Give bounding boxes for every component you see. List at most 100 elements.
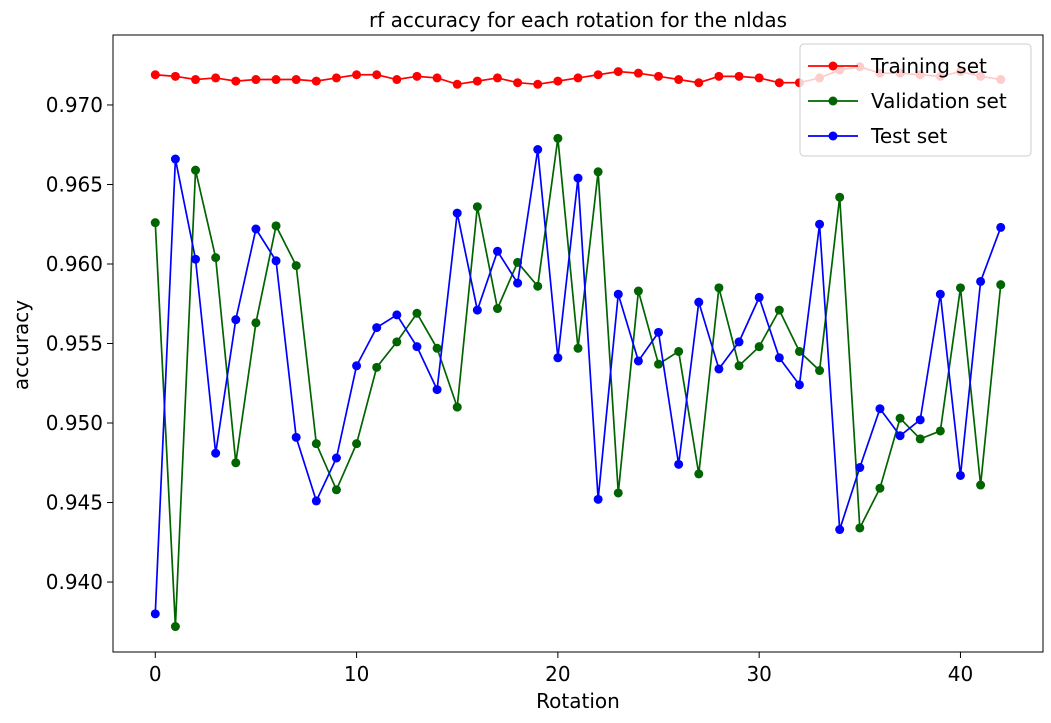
data-point-test-set	[734, 337, 744, 347]
y-tick-label: 0.945	[46, 491, 103, 515]
x-tick-label: 10	[344, 662, 369, 686]
data-point-test-set	[754, 292, 764, 302]
data-point-test-set	[855, 463, 865, 473]
data-point-test-set	[553, 353, 563, 363]
legend-box	[799, 43, 1032, 157]
y-tick-label: 0.965	[46, 172, 103, 196]
data-point-validation-set	[211, 253, 221, 263]
data-point-test-set	[392, 310, 402, 320]
legend-label-test-set: Test set	[870, 124, 947, 148]
data-point-training-set	[271, 75, 281, 85]
data-point-training-set	[734, 71, 744, 81]
data-point-validation-set	[553, 133, 563, 143]
series-line-validation-set	[154, 138, 1002, 627]
data-point-training-set	[513, 78, 523, 88]
data-point-training-set	[633, 68, 643, 78]
legend-label-validation-set: Validation set	[871, 89, 1007, 113]
data-point-validation-set	[915, 434, 925, 444]
x-axis-ticks: 0 10 20 30 40	[149, 652, 973, 686]
data-point-training-set	[231, 76, 241, 86]
data-point-validation-set	[372, 362, 382, 372]
data-point-training-set	[352, 70, 362, 80]
data-point-validation-set	[352, 439, 362, 449]
data-point-training-set	[331, 73, 341, 83]
data-point-test-set	[815, 219, 825, 229]
data-point-validation-set	[593, 167, 603, 177]
data-point-test-set	[231, 315, 241, 325]
data-point-validation-set	[472, 202, 482, 212]
data-point-validation-set	[835, 192, 845, 202]
data-point-validation-set	[150, 218, 160, 228]
data-point-validation-set	[714, 283, 724, 293]
data-point-validation-set	[996, 280, 1006, 290]
data-point-training-set	[694, 78, 704, 88]
data-point-validation-set	[976, 480, 986, 490]
data-point-training-set	[291, 75, 301, 85]
legend-marker-training-set	[828, 61, 838, 71]
data-point-training-set	[573, 73, 583, 83]
data-point-training-set	[372, 70, 382, 80]
data-point-validation-set	[331, 485, 341, 495]
data-point-test-set	[251, 224, 261, 234]
data-point-test-set	[633, 356, 643, 366]
data-point-validation-set	[271, 221, 281, 231]
data-point-test-set	[674, 459, 684, 469]
data-point-validation-set	[815, 366, 825, 376]
data-point-validation-set	[674, 346, 684, 356]
legend: Training set Validation set Test set	[799, 43, 1032, 157]
data-point-test-set	[372, 323, 382, 333]
data-point-test-set	[412, 342, 422, 352]
data-point-test-set	[895, 431, 905, 441]
data-point-training-set	[412, 71, 422, 81]
data-point-validation-set	[654, 359, 664, 369]
data-point-validation-set	[492, 304, 502, 314]
data-point-training-set	[654, 71, 664, 81]
data-point-training-set	[553, 76, 563, 86]
data-point-training-set	[170, 71, 180, 81]
x-tick-label: 30	[746, 662, 771, 686]
data-point-validation-set	[895, 413, 905, 423]
data-point-test-set	[311, 496, 321, 506]
data-point-validation-set	[573, 343, 583, 353]
data-point-test-set	[694, 297, 704, 307]
data-point-test-set	[714, 364, 724, 374]
data-point-test-set	[211, 448, 221, 458]
data-point-validation-set	[633, 286, 643, 296]
data-point-test-set	[835, 525, 845, 535]
data-point-training-set	[452, 79, 462, 89]
x-axis-label: Rotation	[536, 689, 620, 713]
data-point-validation-set	[613, 488, 623, 498]
data-point-validation-set	[412, 308, 422, 318]
data-point-training-set	[191, 75, 201, 85]
data-point-validation-set	[432, 343, 442, 353]
data-point-test-set	[291, 432, 301, 442]
data-point-test-set	[573, 173, 583, 183]
data-point-validation-set	[694, 469, 704, 479]
data-point-training-set	[311, 76, 321, 86]
y-tick-label: 0.960	[46, 252, 103, 276]
data-point-test-set	[432, 385, 442, 395]
data-point-validation-set	[794, 346, 804, 356]
data-point-test-set	[875, 404, 885, 414]
data-point-training-set	[593, 70, 603, 80]
data-point-training-set	[533, 79, 543, 89]
y-tick-label: 0.955	[46, 332, 103, 356]
data-point-validation-set	[774, 305, 784, 315]
data-point-validation-set	[855, 523, 865, 533]
data-point-training-set	[774, 78, 784, 88]
data-point-validation-set	[734, 361, 744, 371]
y-axis-label: accuracy	[9, 300, 33, 390]
data-point-validation-set	[231, 458, 241, 468]
data-point-training-set	[211, 73, 221, 83]
data-point-training-set	[714, 71, 724, 81]
data-point-validation-set	[935, 426, 945, 436]
data-point-test-set	[774, 353, 784, 363]
chart-title: rf accuracy for each rotation for the nl…	[369, 8, 787, 32]
data-point-validation-set	[875, 483, 885, 493]
data-point-validation-set	[392, 337, 402, 347]
data-point-test-set	[472, 305, 482, 315]
data-point-training-set	[492, 73, 502, 83]
data-point-validation-set	[191, 165, 201, 175]
data-point-test-set	[654, 327, 664, 337]
